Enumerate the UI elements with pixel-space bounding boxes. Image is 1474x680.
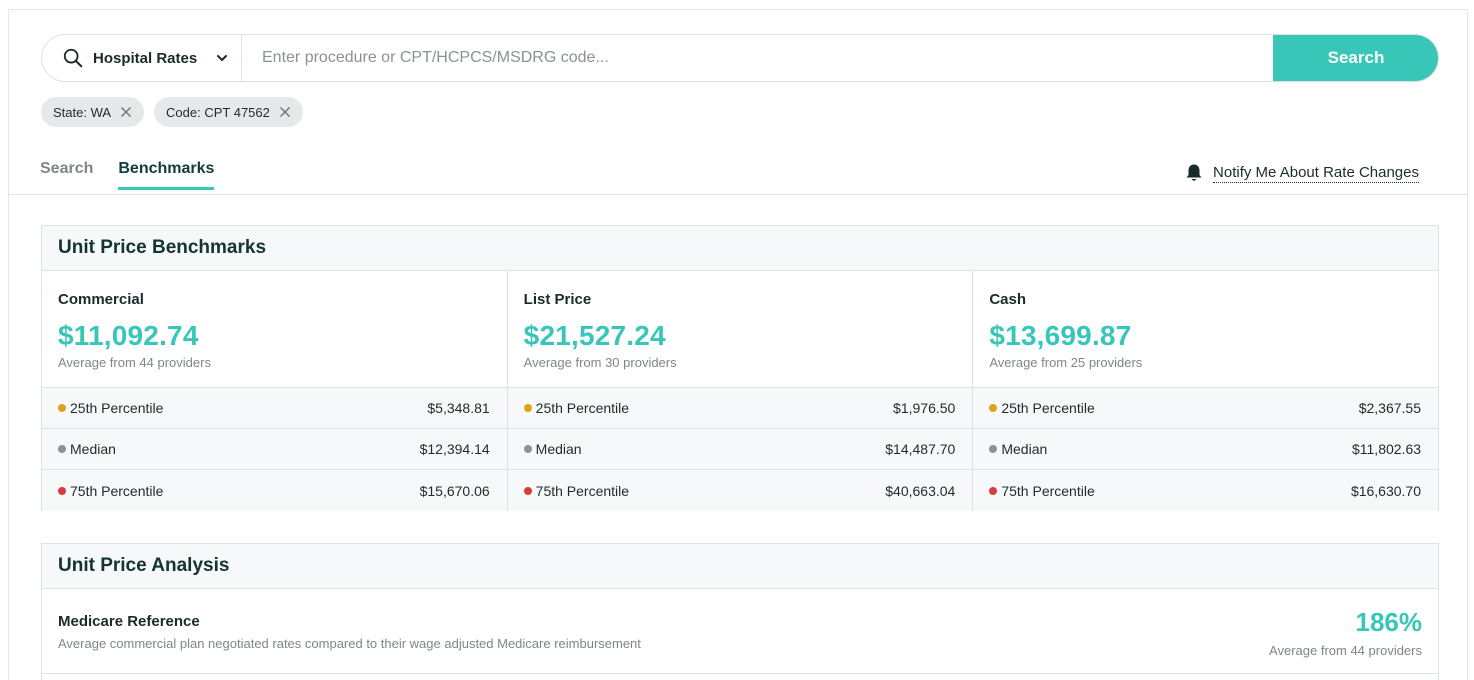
percentile-value: $2,367.55: [1358, 400, 1422, 416]
percentile-label: 75th Percentile: [535, 482, 630, 499]
benchmark-subtitle: Average from 25 providers: [989, 355, 1143, 370]
percentile-label: 25th Percentile: [70, 400, 164, 416]
analysis-title: Unit Price Analysis: [42, 544, 1438, 589]
filter-chip-label: Code: CPT 47562: [166, 104, 270, 120]
filter-chip-state: State: WA: [41, 97, 145, 127]
percentile-row: 75th Percentile $40,663.04: [507, 470, 973, 511]
benchmark-column-cash: Cash $13,699.87 Average from 25 provider…: [973, 271, 1439, 511]
percentile-value: $16,630.70: [1350, 482, 1422, 499]
percentile-row: 25th Percentile $5,348.81: [42, 388, 507, 429]
benchmark-subtitle: Average from 30 providers: [523, 355, 677, 370]
analysis-item-title: Medicare Reference: [58, 613, 200, 630]
benchmark-subtitle: Average from 44 providers: [58, 355, 211, 370]
search-input[interactable]: [242, 35, 1273, 81]
tab-divider: [9, 194, 1468, 195]
percentile-25-dot-icon: [58, 404, 66, 412]
benchmark-column-list-price: List Price $21,527.24 Average from 30 pr…: [507, 271, 974, 511]
analysis-item-description: Average commercial plan negotiated rates…: [58, 636, 641, 651]
tab-search[interactable]: Search: [40, 160, 94, 177]
percentile-row: Median $11,802.63: [973, 429, 1439, 470]
notify-rate-changes-link[interactable]: Notify Me About Rate Changes: [1185, 163, 1419, 183]
filter-chips: State: WA Code: CPT 47562: [41, 97, 303, 127]
percentile-label: Median: [70, 441, 116, 457]
bell-icon: [1186, 164, 1202, 181]
close-icon[interactable]: [279, 106, 291, 118]
percentile-75-dot-icon: [58, 486, 66, 495]
percentile-label: Median: [1001, 441, 1048, 457]
percentile-row: Median $14,487.70: [507, 429, 973, 470]
benchmark-column-commercial: Commercial $11,092.74 Average from 44 pr…: [42, 271, 508, 511]
percentile-row: 75th Percentile $15,670.06: [42, 470, 507, 511]
median-dot-icon: [989, 445, 998, 453]
page-frame: [8, 9, 1468, 680]
benchmarks-card: Unit Price Benchmarks Commercial $11,092…: [41, 225, 1439, 511]
benchmark-average-value: $11,092.74: [58, 320, 199, 351]
filter-chip-label: State: WA: [53, 104, 112, 120]
percentile-row: 25th Percentile $2,367.55: [973, 388, 1439, 429]
benchmark-average-value: $13,699.87: [989, 320, 1132, 351]
percentile-value: $1,976.50: [893, 400, 956, 416]
filter-chip-code: Code: CPT 47562: [154, 97, 303, 127]
search-button[interactable]: Search: [1273, 35, 1438, 81]
search-icon: [63, 48, 83, 68]
percentile-value: $12,394.14: [419, 441, 490, 457]
percentile-25-dot-icon: [989, 404, 998, 412]
benchmarks-title: Unit Price Benchmarks: [42, 226, 1438, 271]
percentile-value: $11,802.63: [1351, 441, 1422, 457]
search-type-dropdown[interactable]: Hospital Rates: [42, 35, 242, 81]
percentile-75-dot-icon: [523, 486, 532, 495]
chevron-down-icon: [217, 55, 227, 61]
percentile-value: $14,487.70: [885, 441, 956, 457]
search-bar: Hospital Rates Search: [41, 34, 1439, 82]
search-type-label: Hospital Rates: [93, 49, 198, 67]
percentile-label: 75th Percentile: [70, 482, 164, 499]
benchmark-average-value: $21,527.24: [523, 320, 666, 351]
percentile-row: 25th Percentile $1,976.50: [507, 388, 973, 429]
median-dot-icon: [58, 445, 66, 453]
analysis-item-value: 186%: [1355, 607, 1423, 637]
percentile-value: $40,663.04: [885, 482, 956, 499]
percentile-value: $5,348.81: [427, 400, 490, 416]
percentile-row: 75th Percentile $16,630.70: [973, 470, 1439, 511]
analysis-row-medicare-reference: Medicare Reference Average commercial pl…: [42, 589, 1438, 674]
benchmark-column-title: Commercial: [58, 291, 144, 308]
median-dot-icon: [523, 445, 532, 453]
percentile-label: 25th Percentile: [535, 400, 630, 416]
percentile-label: 25th Percentile: [1001, 400, 1095, 416]
percentile-25-dot-icon: [523, 404, 532, 412]
benchmark-column-title: List Price: [523, 291, 592, 308]
tab-benchmarks[interactable]: Benchmarks: [118, 160, 215, 190]
tab-bar: Search Benchmarks: [40, 160, 215, 190]
percentile-label: Median: [535, 441, 582, 457]
percentile-row: Median $12,394.14: [42, 429, 507, 470]
percentile-value: $15,670.06: [419, 482, 490, 499]
analysis-item-subtitle: Average from 44 providers: [1269, 643, 1422, 658]
percentile-75-dot-icon: [989, 486, 998, 495]
notify-label: Notify Me About Rate Changes: [1213, 163, 1419, 183]
benchmark-column-title: Cash: [989, 291, 1027, 308]
analysis-card: Unit Price Analysis Medicare Reference A…: [41, 543, 1439, 680]
close-icon[interactable]: [120, 106, 132, 118]
percentile-label: 75th Percentile: [1001, 482, 1095, 499]
